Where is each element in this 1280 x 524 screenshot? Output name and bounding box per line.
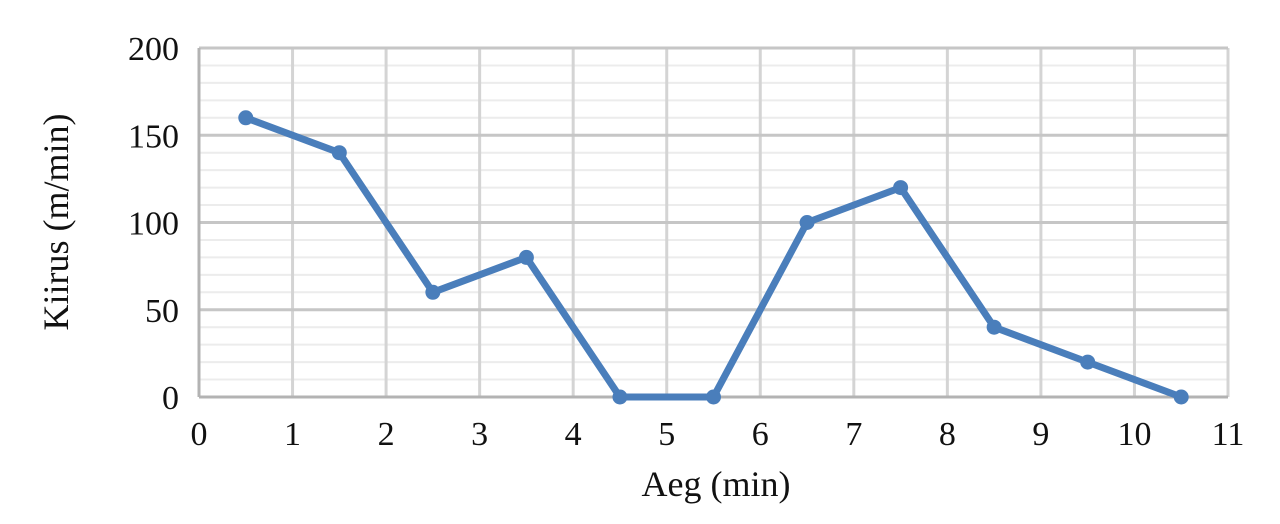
y-tick-label: 50 [145, 293, 179, 330]
x-tick-label: 1 [284, 416, 301, 453]
x-axis-label: Aeg (min) [642, 464, 791, 504]
data-point [518, 249, 534, 265]
x-tick-label: 6 [752, 416, 769, 453]
y-tick-label: 0 [162, 380, 179, 417]
y-tick-labels: 0 50 100 150 200 [128, 31, 179, 417]
grid [199, 46, 1230, 397]
x-tick-label: 2 [378, 416, 395, 453]
data-point [238, 110, 254, 126]
y-tick-label: 150 [128, 118, 179, 155]
x-tick-label: 8 [939, 416, 956, 453]
x-tick-label: 9 [1032, 416, 1049, 453]
data-point [1080, 354, 1096, 370]
data-point [1173, 389, 1189, 405]
y-axis-label: Kiirus (m/min) [36, 114, 76, 331]
y-tick-label: 100 [128, 206, 179, 243]
x-tick-label: 3 [471, 416, 488, 453]
x-tick-label: 4 [565, 416, 582, 453]
x-tick-label: 10 [1117, 416, 1151, 453]
data-point [425, 284, 441, 300]
y-tick-label: 200 [128, 31, 179, 68]
data-point [799, 215, 815, 230]
x-tick-label: 7 [845, 416, 862, 453]
data-point [612, 389, 628, 405]
x-tick-label: 5 [658, 416, 675, 453]
x-tick-label: 0 [191, 416, 208, 453]
series [238, 110, 1189, 405]
data-point [706, 389, 721, 405]
data-point [986, 319, 1002, 335]
x-tick-label: 11 [1212, 416, 1245, 453]
x-tick-labels: 0 1 2 3 4 5 6 7 8 9 10 11 [191, 416, 1245, 453]
data-point [331, 145, 347, 161]
data-point [893, 180, 909, 196]
